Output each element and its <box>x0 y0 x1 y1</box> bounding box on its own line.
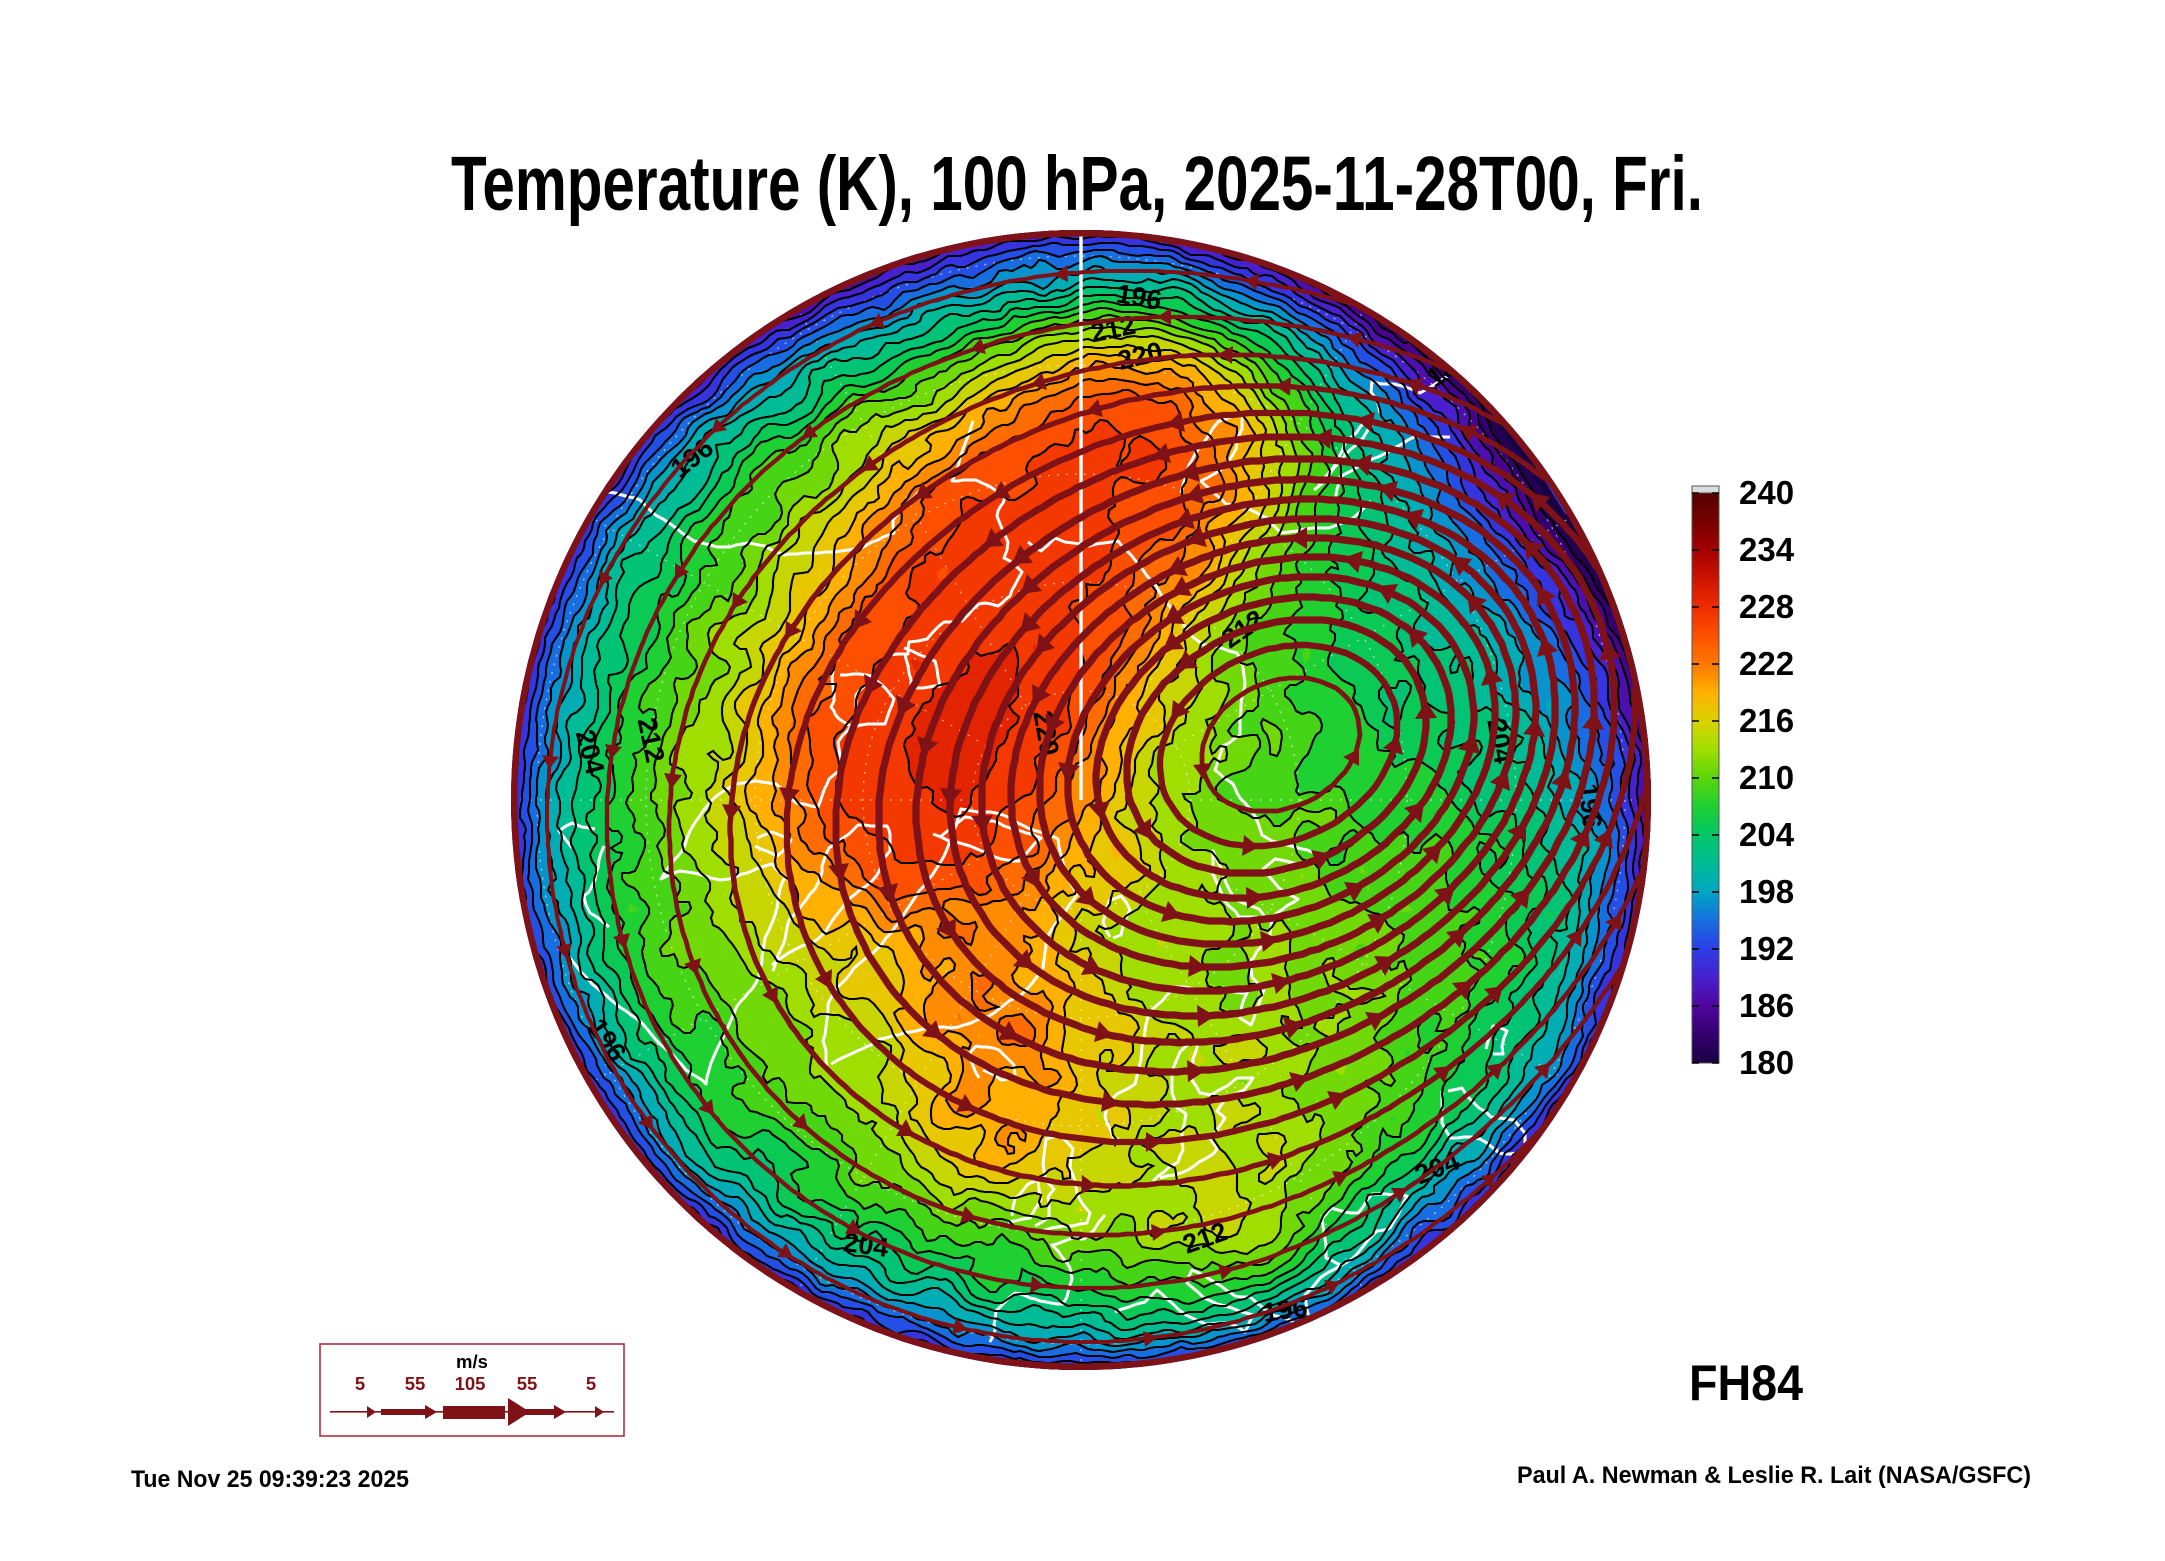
svg-text:FH84: FH84 <box>1689 1355 1803 1411</box>
svg-text:216: 216 <box>1739 702 1794 739</box>
svg-text:210: 210 <box>1739 759 1794 796</box>
svg-text:55: 55 <box>405 1373 426 1394</box>
svg-text:55: 55 <box>517 1373 538 1394</box>
svg-text:Paul A. Newman & Leslie R. Lai: Paul A. Newman & Leslie R. Lait (NASA/GS… <box>1517 1462 2031 1489</box>
svg-text:192: 192 <box>1739 930 1794 967</box>
svg-text:204: 204 <box>1739 816 1795 853</box>
svg-text:5: 5 <box>355 1373 365 1394</box>
svg-text:186: 186 <box>1739 987 1794 1024</box>
svg-text:198: 198 <box>1739 873 1794 910</box>
svg-text:240: 240 <box>1739 474 1794 511</box>
svg-text:5: 5 <box>586 1373 596 1394</box>
svg-text:228: 228 <box>1739 588 1794 625</box>
svg-text:234: 234 <box>1739 531 1795 568</box>
svg-text:Temperature (K), 100 hPa, 2025: Temperature (K), 100 hPa, 2025-11-28T00,… <box>451 141 1703 227</box>
svg-text:222: 222 <box>1739 645 1794 682</box>
svg-text:180: 180 <box>1739 1044 1794 1081</box>
svg-text:Tue Nov 25 09:39:23 2025: Tue Nov 25 09:39:23 2025 <box>131 1466 409 1493</box>
svg-text:105: 105 <box>455 1373 486 1394</box>
svg-text:m/s: m/s <box>456 1351 488 1372</box>
